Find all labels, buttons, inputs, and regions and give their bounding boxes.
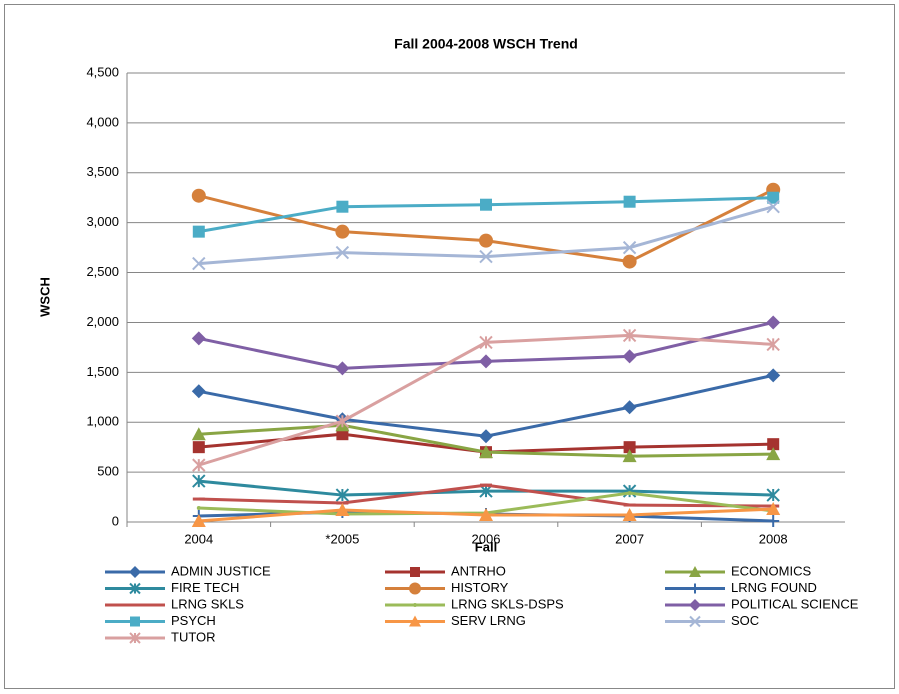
marker <box>622 254 637 269</box>
legend-label: PSYCH <box>171 613 216 628</box>
legend-label: ECONOMICS <box>731 563 812 578</box>
legend-label: FIRE TECH <box>171 580 239 595</box>
legend-label: HISTORY <box>451 580 509 595</box>
marker <box>479 354 493 369</box>
marker <box>192 441 205 454</box>
marker <box>622 349 637 364</box>
legend-label: POLITICAL SCIENCE <box>731 596 859 611</box>
legend-label: SOC <box>731 613 759 628</box>
marker <box>335 488 350 502</box>
y-tick-label: 3,500 <box>86 164 119 179</box>
marker <box>409 582 421 595</box>
marker <box>623 441 636 454</box>
marker <box>623 195 636 208</box>
y-tick-label: 3,000 <box>86 214 119 229</box>
x-tick-label: 2006 <box>472 531 501 546</box>
x-tick-label: *2005 <box>325 531 359 546</box>
x-tick-label: 2004 <box>184 531 213 546</box>
marker <box>335 245 350 260</box>
legend-label: TUTOR <box>171 629 216 644</box>
marker <box>196 506 201 511</box>
marker <box>622 508 637 522</box>
marker <box>335 361 350 376</box>
marker <box>767 438 780 451</box>
marker <box>129 632 141 644</box>
y-tick-label: 2,000 <box>86 314 119 329</box>
y-tick-label: 2,500 <box>86 264 119 279</box>
marker <box>413 603 417 607</box>
marker <box>191 427 206 441</box>
marker <box>192 225 205 238</box>
y-tick-label: 500 <box>97 464 119 479</box>
marker <box>622 400 637 415</box>
marker <box>766 337 780 352</box>
x-tick-label: 2007 <box>615 531 644 546</box>
marker <box>623 503 636 507</box>
marker <box>690 583 700 594</box>
marker <box>409 615 421 627</box>
marker <box>480 483 492 487</box>
marker <box>336 200 349 213</box>
chart-title: Fall 2004-2008 WSCH Trend <box>394 36 578 52</box>
marker <box>191 331 206 346</box>
marker <box>191 384 206 399</box>
marker <box>479 233 493 248</box>
marker <box>479 508 493 522</box>
marker <box>192 256 206 271</box>
marker <box>130 603 140 607</box>
marker <box>335 224 350 239</box>
marker <box>479 429 493 444</box>
marker <box>689 599 701 611</box>
marker <box>766 199 780 214</box>
legend-label: LRNG FOUND <box>731 580 817 595</box>
marker <box>766 447 781 461</box>
legend-label: LRNG SKLS <box>171 596 244 611</box>
x-axis-label: Fall <box>475 539 497 554</box>
marker <box>130 616 140 627</box>
y-axis-label: WSCH <box>37 277 52 317</box>
marker <box>766 368 781 383</box>
marker <box>622 449 637 463</box>
marker <box>689 566 701 577</box>
y-tick-label: 0 <box>112 513 119 528</box>
marker <box>689 615 701 628</box>
marker <box>479 445 493 459</box>
legend-label: LRNG SKLS-DSPS <box>451 596 564 611</box>
marker <box>191 188 206 203</box>
legend-label: ADMIN JUSTICE <box>171 563 271 578</box>
y-tick-label: 4,500 <box>86 64 119 79</box>
marker <box>479 335 493 350</box>
marker <box>622 328 637 343</box>
chart-border <box>4 4 895 689</box>
marker <box>192 474 206 488</box>
marker <box>766 315 781 330</box>
y-tick-label: 1,500 <box>86 364 119 379</box>
y-tick-label: 4,000 <box>86 114 119 129</box>
marker <box>191 514 206 528</box>
marker <box>192 497 205 501</box>
marker <box>129 566 141 578</box>
legend-label: SERV LRNG <box>451 613 526 628</box>
marker <box>627 491 632 496</box>
marker <box>766 488 780 502</box>
marker <box>479 249 493 264</box>
x-tick-label: 2008 <box>759 531 788 546</box>
marker <box>410 567 420 577</box>
marker <box>767 515 780 528</box>
marker <box>129 582 141 595</box>
y-tick-label: 1,000 <box>86 414 119 429</box>
marker <box>480 198 492 211</box>
marker <box>192 458 206 472</box>
marker <box>335 503 350 517</box>
marker <box>766 502 781 516</box>
marker <box>622 240 637 255</box>
legend-label: ANTRHO <box>451 563 506 578</box>
marker <box>335 414 350 428</box>
marker <box>767 191 780 204</box>
